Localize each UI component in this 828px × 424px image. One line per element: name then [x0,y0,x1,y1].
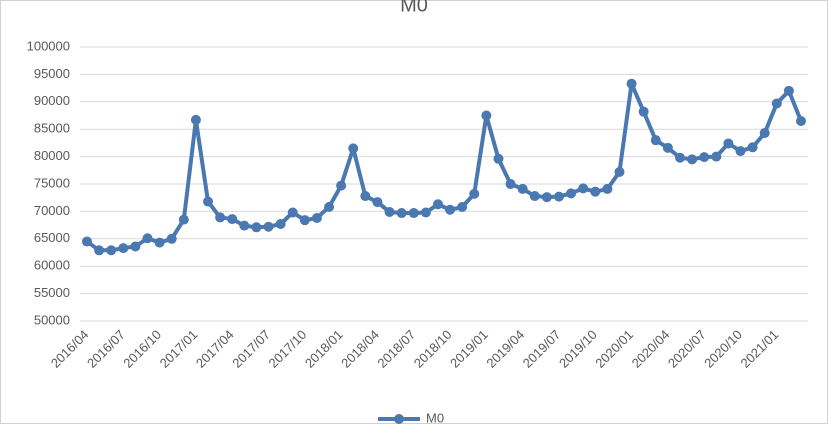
data-point [771,98,782,109]
data-point [711,151,722,162]
chart-title: M0 [400,0,428,16]
data-point [154,237,165,248]
data-point [735,146,746,157]
data-point [566,188,577,199]
data-point [445,204,456,215]
y-tick-label: 100000 [27,38,70,53]
y-tick-label: 50000 [34,312,70,327]
data-point [505,179,516,189]
data-point [747,142,758,153]
data-point [650,135,661,146]
data-point [166,233,177,244]
y-tick-label: 65000 [34,230,70,245]
data-point [517,183,528,194]
data-point [578,183,589,194]
data-point [130,241,141,252]
data-point [796,115,806,126]
data-point [638,106,649,117]
data-point [493,153,504,164]
data-point [118,243,129,254]
data-point [626,78,637,89]
data-point [263,221,274,232]
data-point [324,202,335,213]
data-point [360,191,371,202]
data-point [299,215,310,226]
data-point [82,236,92,247]
data-point [396,208,407,219]
y-tick-label: 95000 [34,66,70,81]
y-tick-label: 60000 [34,258,70,273]
data-point [215,212,226,223]
data-point [759,128,770,139]
data-point [783,85,794,96]
data-point [541,192,552,203]
data-point [529,191,540,202]
data-point [408,208,419,219]
data-point [348,143,359,154]
data-point [432,199,443,210]
data-point [287,207,298,218]
legend-marker [394,414,404,424]
data-point [336,180,347,191]
data-point [674,152,685,163]
data-point [662,142,673,153]
data-point [227,214,238,225]
data-point [384,206,395,217]
data-point [239,220,250,231]
data-point [372,197,383,208]
data-point [481,110,492,121]
data-point [203,196,214,207]
y-tick-label: 70000 [34,203,70,218]
legend-label: M0 [426,410,444,424]
data-point [142,233,153,244]
data-point [457,202,468,213]
y-tick-label: 85000 [34,121,70,136]
data-point [94,245,105,256]
y-tick-label: 75000 [34,175,70,190]
data-point [687,154,698,165]
data-point [190,114,201,125]
y-tick-label: 80000 [34,148,70,163]
data-point [420,207,431,218]
data-point [178,214,189,225]
data-point [275,219,286,230]
data-point [602,183,613,194]
data-point [614,166,625,177]
data-point [590,186,601,197]
data-point [106,245,117,256]
y-tick-label: 55000 [34,285,70,300]
data-point [553,191,564,202]
data-point [311,212,322,223]
data-point [723,138,734,149]
data-point [251,222,262,233]
y-tick-label: 90000 [34,93,70,108]
data-point [699,152,710,163]
data-point [469,188,480,199]
